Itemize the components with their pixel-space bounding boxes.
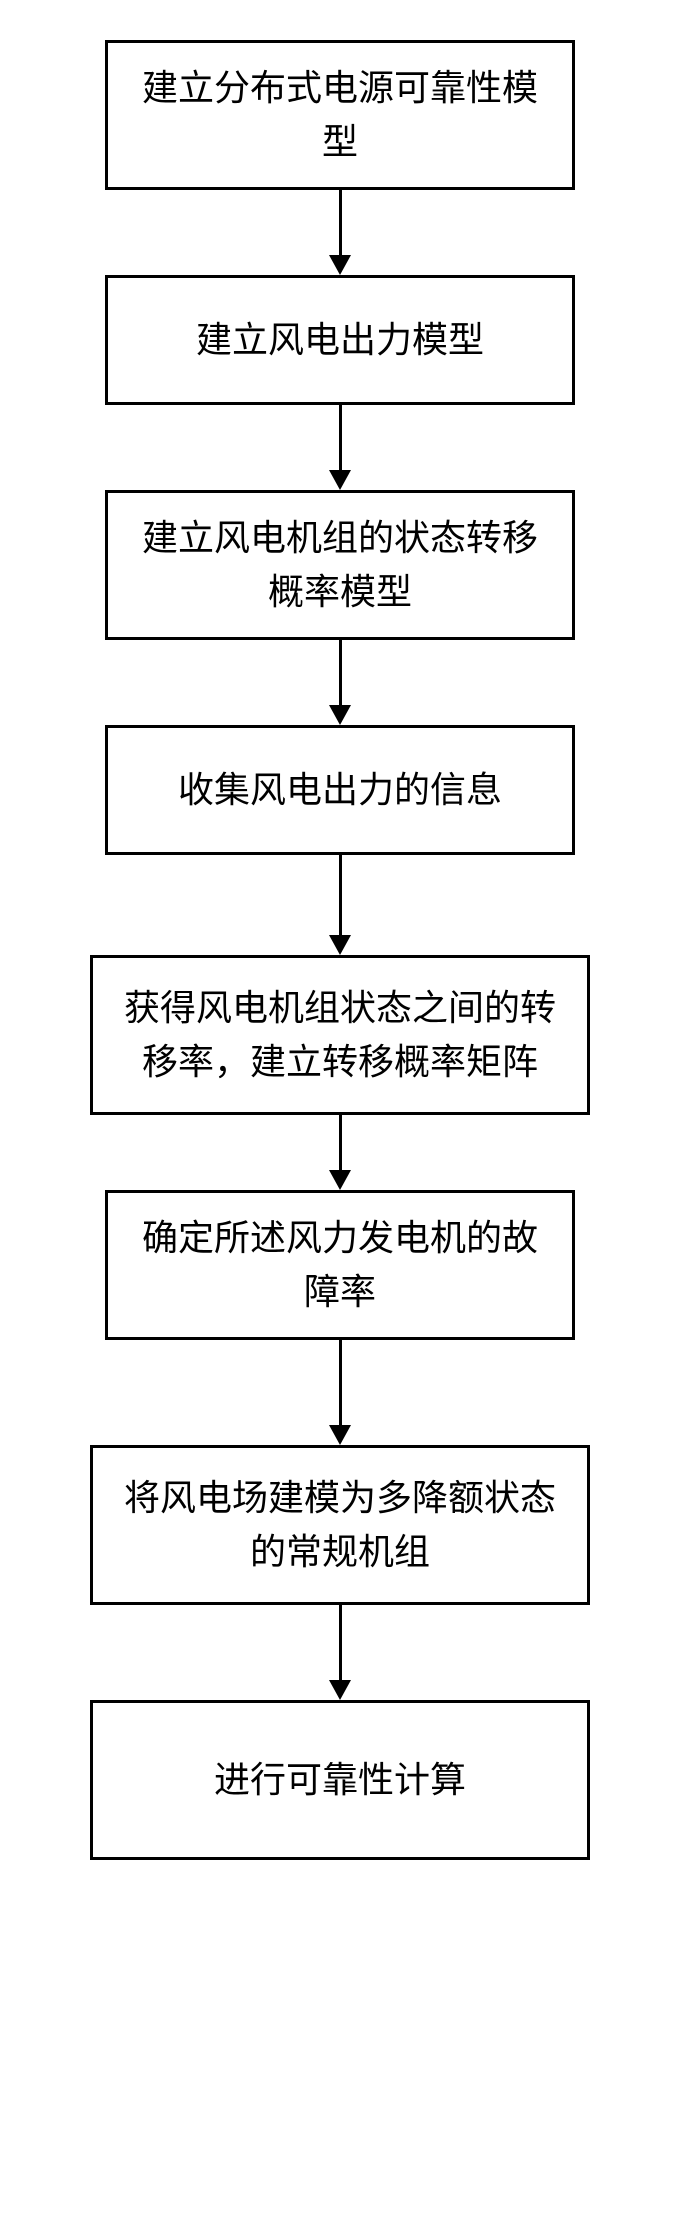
- arrow-head-icon: [329, 1425, 351, 1445]
- flowchart-node-n4: 收集风电出力的信息: [105, 725, 575, 855]
- flowchart-node-n7: 将风电场建模为多降额状态的常规机组: [90, 1445, 590, 1605]
- arrow-line: [339, 855, 342, 935]
- node-label: 进行可靠性计算: [214, 1753, 466, 1807]
- arrow-head-icon: [329, 470, 351, 490]
- flowchart-arrow: [329, 855, 351, 955]
- node-label: 将风电场建模为多降额状态的常规机组: [113, 1471, 567, 1579]
- node-label: 确定所述风力发电机的故障率: [128, 1211, 552, 1319]
- arrow-head-icon: [329, 935, 351, 955]
- flowchart-arrow: [329, 405, 351, 490]
- arrow-head-icon: [329, 705, 351, 725]
- arrow-line: [339, 190, 342, 255]
- flowchart-arrow: [329, 1340, 351, 1445]
- arrow-line: [339, 1115, 342, 1170]
- flowchart-node-n2: 建立风电出力模型: [105, 275, 575, 405]
- flowchart-arrow: [329, 640, 351, 725]
- arrow-head-icon: [329, 1680, 351, 1700]
- flowchart-arrow: [329, 1115, 351, 1190]
- arrow-line: [339, 640, 342, 705]
- flowchart-node-n3: 建立风电机组的状态转移概率模型: [105, 490, 575, 640]
- node-label: 收集风电出力的信息: [178, 763, 502, 817]
- flowchart-container: 建立分布式电源可靠性模型建立风电出力模型建立风电机组的状态转移概率模型收集风电出…: [0, 40, 680, 1860]
- flowchart-node-n8: 进行可靠性计算: [90, 1700, 590, 1860]
- arrow-line: [339, 1340, 342, 1425]
- node-label: 建立分布式电源可靠性模型: [128, 61, 552, 169]
- node-label: 建立风电机组的状态转移概率模型: [128, 511, 552, 619]
- arrow-line: [339, 405, 342, 470]
- arrow-head-icon: [329, 1170, 351, 1190]
- flowchart-node-n1: 建立分布式电源可靠性模型: [105, 40, 575, 190]
- flowchart-arrow: [329, 1605, 351, 1700]
- flowchart-node-n5: 获得风电机组状态之间的转移率，建立转移概率矩阵: [90, 955, 590, 1115]
- node-label: 建立风电出力模型: [196, 313, 484, 367]
- flowchart-node-n6: 确定所述风力发电机的故障率: [105, 1190, 575, 1340]
- node-label: 获得风电机组状态之间的转移率，建立转移概率矩阵: [113, 981, 567, 1089]
- flowchart-arrow: [329, 190, 351, 275]
- arrow-head-icon: [329, 255, 351, 275]
- arrow-line: [339, 1605, 342, 1680]
